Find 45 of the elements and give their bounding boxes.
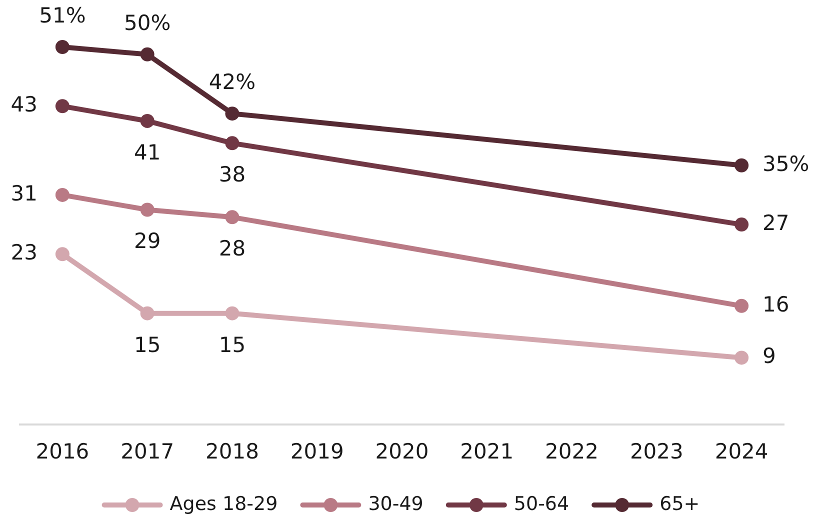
x-tick-label: 2019	[290, 439, 344, 464]
x-tick-label: 2022	[545, 439, 599, 464]
point	[55, 247, 70, 262]
data-label: 38	[218, 162, 246, 187]
x-tick-label: 2021	[460, 439, 514, 464]
point	[225, 106, 240, 121]
legend-label: 30-49	[368, 492, 424, 515]
data-label: 50%	[124, 10, 171, 35]
data-label: 42%	[208, 70, 256, 94]
point	[225, 136, 240, 150]
x-tick-label: 2017	[120, 439, 174, 464]
data-label: 27	[762, 211, 790, 236]
data-label: 16	[762, 292, 790, 316]
point	[55, 188, 70, 202]
data-label: 15	[218, 332, 246, 357]
point	[734, 158, 749, 172]
x-tick-label: 2020	[375, 439, 429, 464]
data-label: 35%	[762, 152, 810, 176]
data-label: 28	[218, 236, 246, 261]
data-label: 43	[10, 92, 38, 117]
x-tick-label: 2018	[205, 439, 259, 464]
data-label: 29	[134, 229, 161, 254]
legend-label: 50-64	[514, 492, 570, 515]
point	[140, 47, 154, 62]
point	[55, 40, 70, 54]
data-label: 41	[134, 140, 161, 164]
x-tick-label: 2024	[714, 439, 768, 464]
data-label: 9	[762, 344, 776, 368]
legend-label: Ages 18-29	[170, 492, 278, 515]
data-label: 15	[134, 332, 161, 357]
x-tick-label: 2023	[630, 439, 684, 464]
point	[225, 210, 240, 224]
point	[734, 298, 749, 313]
point	[55, 99, 70, 114]
data-label: 31	[10, 181, 38, 206]
data-label: 51%	[39, 3, 86, 28]
data-label: 23	[10, 240, 38, 265]
point	[140, 306, 154, 320]
point	[734, 218, 749, 232]
x-tick-label: 2016	[36, 439, 90, 464]
point	[225, 306, 240, 320]
point	[140, 202, 154, 217]
legend-label: 65+	[660, 492, 700, 515]
point	[734, 350, 749, 365]
point	[140, 114, 154, 128]
